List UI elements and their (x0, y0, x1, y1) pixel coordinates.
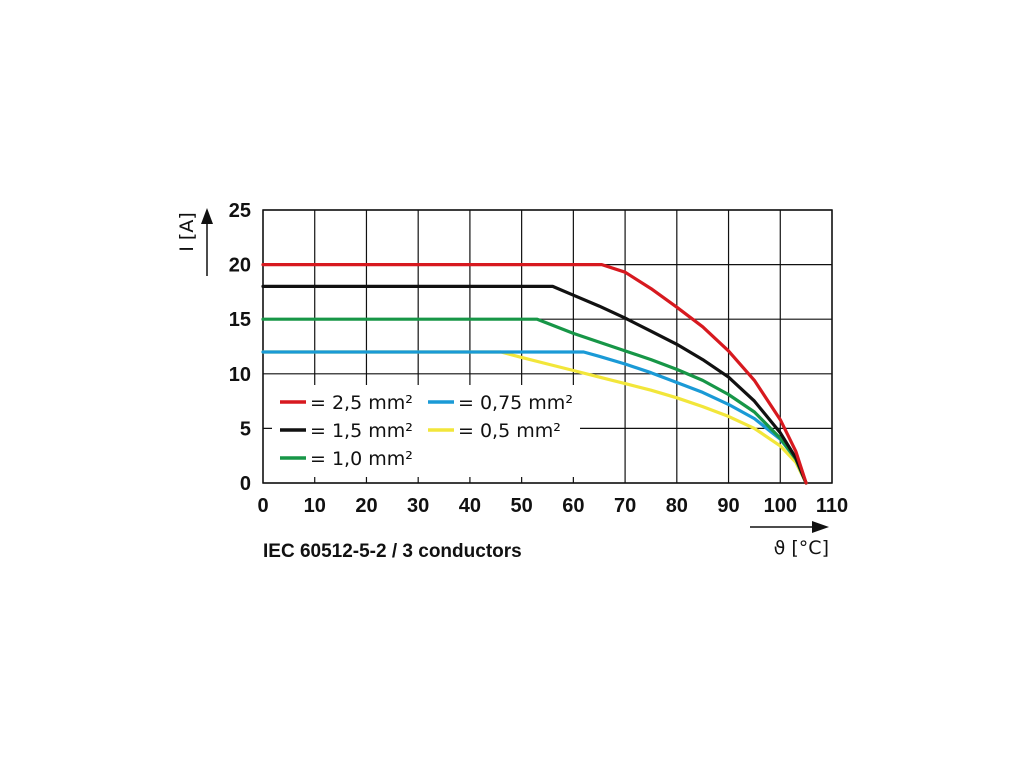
series-lines (261, 263, 808, 485)
legend-box (272, 385, 580, 477)
x-tick-label: 80 (666, 495, 688, 517)
x-axis-label: ϑ [°C] (774, 537, 829, 559)
x-tick-label: 50 (511, 495, 533, 517)
y-tick-label: 25 (229, 200, 251, 222)
legend-label: = 2,5 mm² (310, 392, 413, 414)
x-tick-label: 40 (459, 495, 481, 517)
legend: = 2,5 mm² = 1,5 mm² = 1,0 mm² = 0,75 mm² = 0… (272, 385, 580, 477)
x-tick-label: 30 (407, 495, 429, 517)
chart-caption: IEC 60512-5-2 / 3 conductors (263, 541, 522, 562)
legend-label: = 0,75 mm² (458, 392, 573, 414)
y-tick-label: 20 (229, 255, 251, 277)
legend-label: = 0,5 mm² (458, 420, 561, 442)
x-tick-label: 0 (257, 495, 268, 517)
y-tick-label: 15 (229, 309, 251, 331)
y-tick-labels: 0 5 10 15 20 25 (229, 200, 251, 495)
y-axis-label: I [A] (176, 212, 198, 251)
x-tick-labels: 0 10 20 30 40 50 60 70 80 90 100 110 (257, 495, 848, 517)
x-tick-label: 110 (816, 495, 848, 517)
x-tick-label: 100 (764, 495, 797, 517)
x-axis-arrow-head (812, 521, 829, 533)
plot-frame (262, 209, 833, 484)
x-tick-label: 60 (562, 495, 584, 517)
series-line (261, 284, 808, 485)
x-tick-label: 70 (614, 495, 636, 517)
series-line (261, 317, 808, 485)
y-tick-label: 5 (240, 418, 251, 440)
legend-label: = 1,5 mm² (310, 420, 413, 442)
x-tick-label: 90 (717, 495, 739, 517)
legend-label: = 1,0 mm² (310, 448, 413, 470)
x-tick-label: 20 (355, 495, 377, 517)
y-axis-arrow-head (201, 208, 213, 224)
series-line (261, 263, 808, 485)
y-tick-label: 10 (229, 364, 251, 386)
x-tick-label: 10 (304, 495, 326, 517)
y-tick-label: 0 (240, 473, 251, 495)
series-line (261, 350, 808, 485)
